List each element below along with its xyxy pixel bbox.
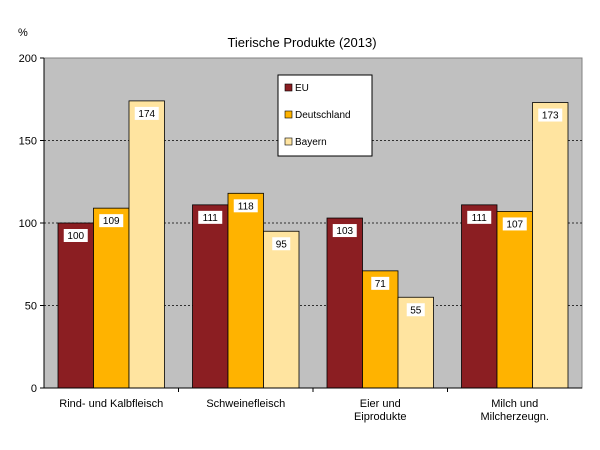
x-category-label: Milcherzeugn. bbox=[481, 411, 549, 423]
bars-group bbox=[57, 100, 569, 389]
data-label: 107 bbox=[506, 219, 523, 230]
y-tick-label: 0 bbox=[31, 383, 37, 395]
y-ticks-group: 0 50 100 150 200 bbox=[19, 53, 44, 395]
legend-label-eu: EU bbox=[295, 83, 309, 94]
data-labels-group: 100 109 174 111 118 95 103 71 55 111 107 173 bbox=[63, 106, 563, 317]
x-category-label: Eier und bbox=[360, 398, 401, 410]
data-label-box bbox=[538, 108, 563, 122]
data-label-box bbox=[134, 106, 159, 120]
data-label-box bbox=[63, 229, 88, 242]
x-category-label: Rind- und Kalbfleisch bbox=[59, 398, 163, 410]
data-label-box bbox=[198, 210, 223, 224]
x-category-label: Eiprodukte bbox=[354, 411, 407, 423]
y-tick-label: 100 bbox=[19, 218, 37, 230]
legend-swatch-bayern bbox=[284, 137, 293, 146]
chart-title: Tierische Produkte (2013) bbox=[227, 35, 376, 50]
data-label-box bbox=[371, 276, 390, 290]
y-unit-label: % bbox=[18, 27, 28, 39]
x-category-label: Schweinefleisch bbox=[206, 398, 285, 410]
bar-deutschland-2 bbox=[362, 270, 399, 389]
bar-eu-0 bbox=[57, 222, 94, 389]
bar-deutschland-1 bbox=[227, 192, 264, 389]
bar-eu-2 bbox=[326, 217, 363, 389]
data-label: 111 bbox=[472, 213, 488, 224]
bar-bayern-1 bbox=[263, 230, 300, 389]
bar-eu-1 bbox=[192, 204, 229, 389]
legend: EU Deutschland Bayern bbox=[277, 74, 373, 157]
data-label: 173 bbox=[542, 111, 559, 122]
bar-bayern-3 bbox=[532, 102, 569, 389]
y-tick-label: 150 bbox=[19, 136, 37, 148]
data-label: 109 bbox=[103, 216, 120, 227]
data-label-box bbox=[467, 210, 492, 224]
data-label-box bbox=[272, 237, 291, 251]
data-label-box bbox=[332, 224, 357, 238]
y-tick-label: 200 bbox=[19, 53, 37, 65]
legend-swatch-deutschland bbox=[284, 110, 293, 119]
data-label: 95 bbox=[276, 239, 288, 250]
data-label-box bbox=[406, 303, 425, 317]
data-label: 111 bbox=[203, 213, 219, 224]
data-label: 55 bbox=[410, 305, 422, 316]
data-label: 174 bbox=[138, 109, 155, 120]
data-label: 103 bbox=[336, 226, 353, 237]
bar-bayern-0 bbox=[128, 100, 165, 389]
data-label-box bbox=[99, 214, 124, 228]
x-categories-group: Rind- und Kalbfleisch Schweinefleisch Eier… bbox=[59, 388, 549, 423]
legend-label-bayern: Bayern bbox=[295, 137, 327, 148]
legend-swatch-eu bbox=[284, 83, 293, 92]
legend-label-deutschland: Deutschland bbox=[295, 110, 351, 121]
bar-deutschland-3 bbox=[496, 211, 533, 389]
data-label: 100 bbox=[67, 231, 84, 242]
bar-deutschland-0 bbox=[93, 207, 130, 389]
y-tick-label: 50 bbox=[25, 301, 37, 313]
data-label: 118 bbox=[238, 201, 254, 212]
data-label-box bbox=[502, 217, 527, 231]
legend-box bbox=[277, 74, 373, 157]
x-category-label: Milch und bbox=[491, 398, 538, 410]
data-label: 71 bbox=[375, 279, 387, 290]
bar-eu-3 bbox=[461, 204, 498, 389]
data-label-box bbox=[233, 199, 258, 213]
